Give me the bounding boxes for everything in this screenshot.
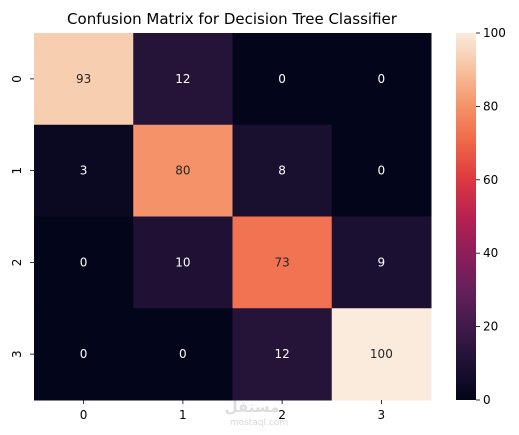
- heatmap-cell-label: 0: [80, 255, 88, 269]
- colorbar-tick-label: 80: [483, 99, 498, 113]
- heatmap-cell: [34, 216, 134, 309]
- heatmap-cell-label: 0: [179, 347, 187, 361]
- y-tick-label: 3: [10, 350, 24, 358]
- heatmap-cell-labels: 93 12 0 03 80 8 00 10 73 90 0 12 100: [76, 72, 393, 361]
- heatmap-cell-label: 80: [175, 164, 190, 178]
- y-tick-label: 2: [10, 259, 24, 267]
- heatmap-cell-label: 93: [76, 72, 91, 86]
- heatmap-cell-label: 0: [378, 164, 386, 178]
- heatmap-cell: [232, 308, 333, 401]
- heatmap-cell: [34, 308, 134, 401]
- x-tick-label: 0: [80, 408, 88, 422]
- heatmap-cell: [232, 216, 333, 309]
- heatmap-cell-label: 3: [80, 164, 88, 178]
- heatmap-cell-label: 10: [175, 255, 190, 269]
- watermark: مستقل mostaql.com: [225, 398, 289, 428]
- heatmap-cell-label: 12: [175, 72, 190, 86]
- heatmap-cell: [331, 308, 432, 401]
- y-tick-label: 1: [10, 167, 24, 175]
- y-axis-ticks: 0 1 2 3: [10, 75, 34, 358]
- heatmap-cell-label: 9: [378, 255, 386, 269]
- x-tick-label: 2: [278, 408, 286, 422]
- heatmap-cell: [331, 216, 432, 309]
- heatmap-cell: [34, 124, 134, 217]
- heatmap-cell: [232, 124, 333, 217]
- heatmap-cell-label: 12: [274, 347, 289, 361]
- colorbar-tick-label: 0: [483, 393, 491, 407]
- colorbar: [456, 33, 476, 400]
- chart-title: Confusion Matrix for Decision Tree Class…: [67, 10, 398, 28]
- heatmap-cell: [133, 308, 233, 401]
- heatmap-cell: [133, 33, 233, 126]
- heatmap-cell: [331, 33, 432, 126]
- heatmap-cell-label: 100: [370, 347, 393, 361]
- colorbar-ticks: 0 20 40 60 80 100: [476, 26, 506, 407]
- heatmap-cell: [133, 216, 233, 309]
- heatmap-cells: [34, 33, 432, 401]
- y-tick-label: 0: [10, 75, 24, 83]
- heatmap-cell-label: 0: [378, 72, 386, 86]
- colorbar-tick-label: 20: [483, 320, 498, 334]
- heatmap-cell: [331, 124, 432, 217]
- colorbar-tick-label: 100: [483, 26, 506, 40]
- colorbar-tick-label: 60: [483, 173, 498, 187]
- heatmap-cell: [133, 124, 233, 217]
- watermark-subtext: mostaql.com: [230, 418, 288, 428]
- x-tick-label: 3: [378, 408, 386, 422]
- heatmap-cell: [34, 33, 134, 126]
- heatmap-cell-label: 0: [278, 72, 286, 86]
- heatmap-cell-label: 8: [278, 164, 286, 178]
- heatmap-cell: [232, 33, 333, 126]
- heatmap-cell-label: 73: [274, 255, 289, 269]
- colorbar-tick-label: 40: [483, 246, 498, 260]
- x-axis-ticks: 0 1 2 3: [80, 400, 385, 422]
- x-tick-label: 1: [179, 408, 187, 422]
- heatmap-cell-label: 0: [80, 347, 88, 361]
- watermark-logo: مستقل: [225, 398, 280, 416]
